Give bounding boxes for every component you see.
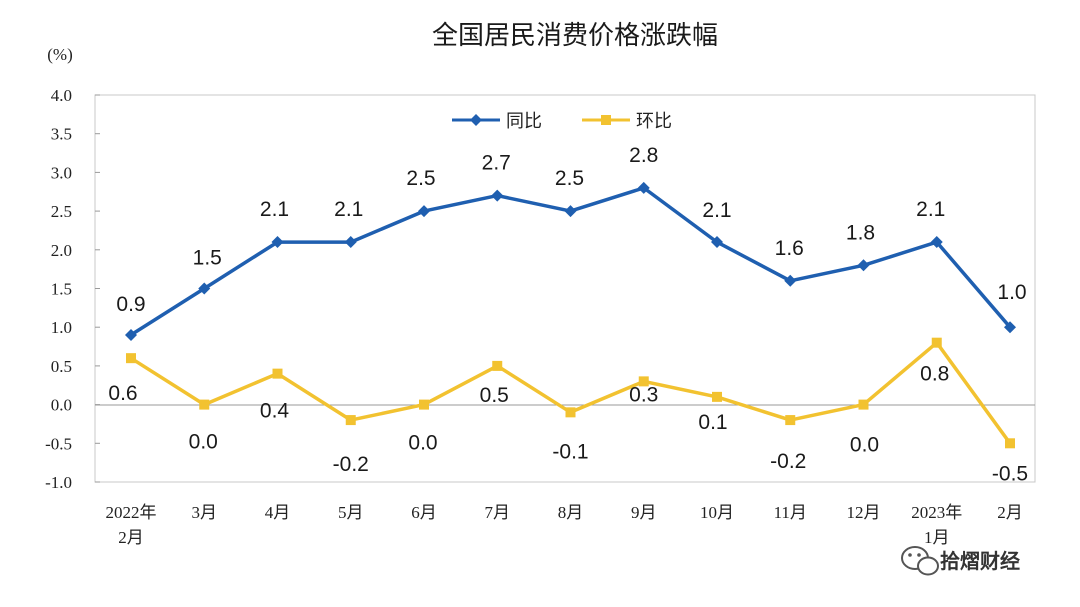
data-label-mom: 0.1 <box>698 411 727 434</box>
x-tick-label: 10月 <box>700 503 734 522</box>
data-label-yoy: 0.9 <box>116 293 145 316</box>
data-point-mom <box>492 360 503 371</box>
data-label-mom: -0.2 <box>770 450 806 473</box>
data-point-mom <box>931 337 942 348</box>
y-axis-unit: (%) <box>47 45 72 64</box>
data-label-mom: 0.3 <box>629 383 658 406</box>
watermark: 拾熠财经 <box>901 546 1020 576</box>
data-label-mom: 0.6 <box>108 382 137 405</box>
data-label-yoy: 1.5 <box>193 247 222 270</box>
x-axis: 2022年 2月 3月 4月 5月 6月 7月 8月 9月 10月 11月 12月 2023年 1月 2月 <box>106 503 1023 547</box>
x-tick-label: 3月 <box>192 503 218 522</box>
data-label-yoy: 2.8 <box>629 144 658 167</box>
data-label-mom: 0.0 <box>189 431 218 454</box>
y-axis: 4.0 3.5 3.0 2.5 2.0 1.5 1.0 0.5 0.0 -0.5 -1.0 <box>45 86 100 492</box>
x-tick-label: 12月 <box>847 503 881 522</box>
data-point-yoy <box>857 259 870 272</box>
data-label-mom: -0.5 <box>992 462 1028 485</box>
data-point-yoy <box>418 205 430 218</box>
x-tick-label: 8月 <box>558 503 584 522</box>
x-tick-label: 5月 <box>338 503 364 522</box>
data-point-mom <box>1005 438 1015 449</box>
plot-area-frame <box>94 94 1036 483</box>
data-label-mom: 0.8 <box>920 363 949 386</box>
data-point-mom <box>199 399 210 410</box>
data-label-mom: -0.1 <box>552 440 588 463</box>
y-tick-label: 3.5 <box>51 125 72 144</box>
data-label-yoy: 2.5 <box>406 167 435 190</box>
y-tick-label: 0.5 <box>51 357 72 376</box>
data-label-mom: 0.0 <box>850 434 879 457</box>
x-tick-label: 9月 <box>631 503 657 522</box>
data-point-yoy <box>711 236 723 249</box>
x-tick-label: 7月 <box>485 503 511 522</box>
data-label-mom: 0.4 <box>260 400 290 423</box>
data-point-mom <box>565 407 576 418</box>
data-point-yoy <box>637 181 650 194</box>
data-point-mom <box>858 399 869 410</box>
y-tick-label: -1.0 <box>45 473 72 492</box>
data-label-yoy: 2.1 <box>916 198 945 221</box>
data-labels: 0.9 1.5 2.1 2.1 2.5 2.7 2.5 2.8 2.1 1.6 1.8 2.1 1.0 0… <box>108 144 1028 485</box>
data-point-mom <box>712 391 722 402</box>
data-point-mom <box>419 399 429 410</box>
data-point-mom <box>785 415 796 426</box>
data-point-yoy <box>125 328 137 341</box>
data-point-mom <box>345 415 356 426</box>
x-tick-label: 11月 <box>774 503 807 522</box>
y-tick-label: 2.0 <box>51 241 72 260</box>
data-point-yoy <box>1004 321 1016 334</box>
x-tick-label: 4月 <box>265 503 291 522</box>
data-label-mom: -0.2 <box>333 453 369 476</box>
data-label-yoy: 1.8 <box>846 221 875 244</box>
data-point-mom <box>638 376 649 387</box>
chart-title: 全国居民消费价格涨跌幅 <box>432 21 718 51</box>
data-label-mom: 0.0 <box>408 432 437 455</box>
legend-marker-mom <box>601 115 611 125</box>
y-tick-label: 1.0 <box>51 318 72 337</box>
legend-marker-yoy <box>470 114 482 126</box>
series-markers <box>125 181 1016 449</box>
x-tick-label: 2022年 2月 <box>106 503 157 547</box>
y-tick-label: 3.0 <box>51 163 72 182</box>
data-point-yoy <box>564 205 577 218</box>
data-label-yoy: 2.7 <box>482 152 511 175</box>
legend-label-yoy: 同比 <box>506 111 542 132</box>
data-point-mom <box>272 368 283 379</box>
data-point-yoy <box>930 236 943 249</box>
wechat-icon <box>901 546 939 576</box>
data-point-yoy <box>198 282 211 295</box>
y-tick-label: 2.5 <box>51 202 72 221</box>
watermark-text: 拾熠财经 <box>940 549 1020 573</box>
data-point-mom <box>126 353 136 364</box>
legend-label-mom: 环比 <box>636 111 672 132</box>
legend-item-mom: 环比 <box>582 111 672 132</box>
data-point-yoy <box>784 274 797 287</box>
data-label-yoy: 2.5 <box>555 167 584 190</box>
series-line-mom <box>129 340 1012 446</box>
y-tick-label: 1.5 <box>51 280 72 299</box>
data-label-mom: 0.5 <box>480 384 509 407</box>
data-label-yoy: 2.1 <box>260 198 289 221</box>
x-tick-label: 2023年 1月 <box>911 503 962 547</box>
y-tick-label: 0.0 <box>51 396 72 415</box>
y-tick-label: 4.0 <box>51 86 72 105</box>
legend: 同比 环比 <box>452 111 672 132</box>
data-label-yoy: 2.1 <box>702 199 731 222</box>
data-point-yoy <box>271 236 284 249</box>
y-tick-label: -0.5 <box>45 434 72 453</box>
data-label-yoy: 1.0 <box>997 281 1026 304</box>
data-point-yoy <box>344 236 357 249</box>
legend-item-yoy: 同比 <box>452 111 542 132</box>
x-tick-label: 2月 <box>997 503 1023 522</box>
data-label-yoy: 1.6 <box>775 237 804 260</box>
data-point-yoy <box>491 189 504 202</box>
x-tick-label: 6月 <box>411 503 437 522</box>
data-label-yoy: 2.1 <box>334 198 363 221</box>
